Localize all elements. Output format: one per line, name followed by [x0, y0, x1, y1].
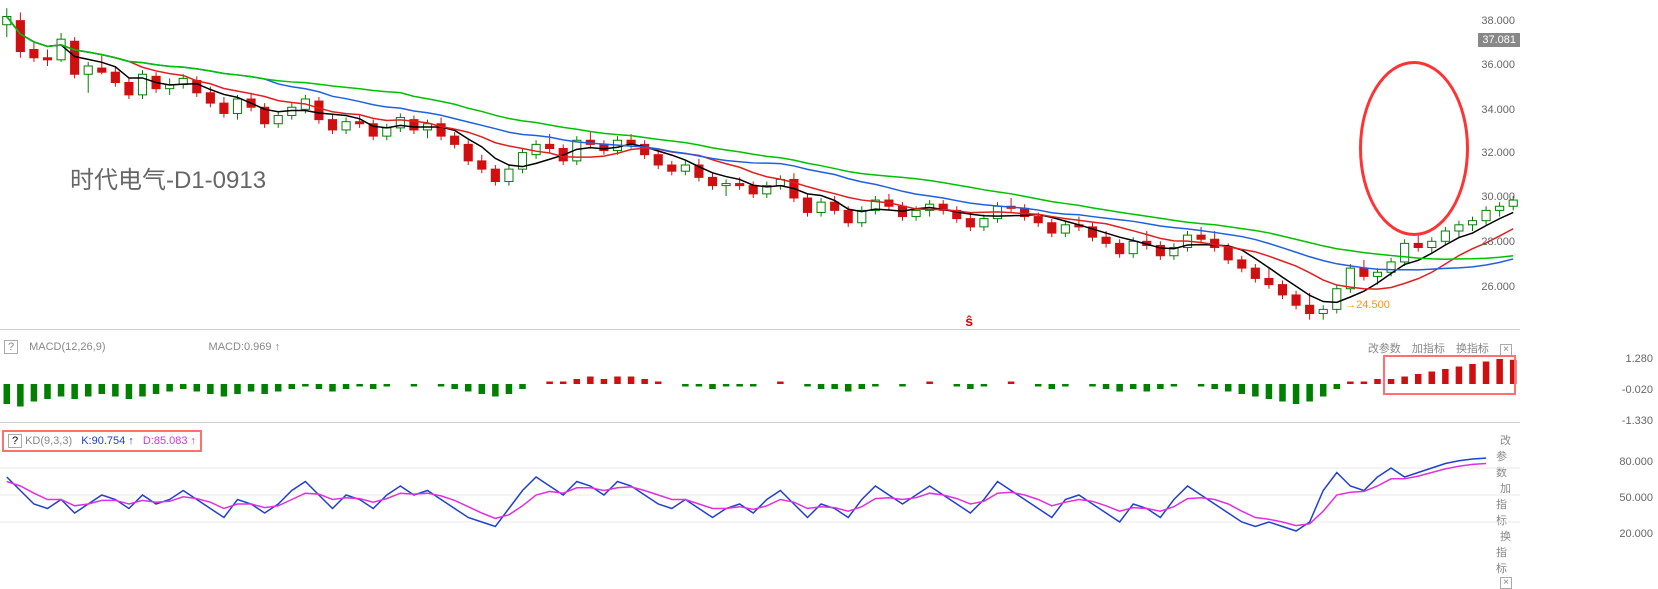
kd-y-label: 50.000 [1619, 492, 1653, 504]
kd-y-axis: 80.000 50.000 20.000 [1598, 430, 1658, 550]
y-axis-main: 38.000 36.000 34.000 32.000 30.000 28.000 26.0… [1460, 0, 1520, 330]
signal-marker: ŝ [965, 313, 973, 329]
stock-chart-container: 时代电气-D1-0913 →24.500 ŝ 38.000 36.000 34.00… [0, 0, 1658, 556]
y-axis-label: 28.000 [1481, 236, 1515, 248]
low-price-marker: →24.500 [1345, 299, 1390, 311]
y-axis-label: 36.000 [1481, 59, 1515, 71]
macd-highlight-box [1383, 355, 1516, 395]
chart-title: 时代电气-D1-0913 [70, 160, 266, 195]
kd-y-label: 20.000 [1619, 528, 1653, 540]
kd-y-label: 80.000 [1619, 456, 1653, 468]
current-price-label: 37.081 [1478, 33, 1520, 47]
y-axis-label: 32.000 [1481, 147, 1515, 159]
y-axis-label: 30.000 [1481, 191, 1515, 203]
macd-y-label: -0.020 [1622, 384, 1653, 396]
highlight-ellipse [1359, 61, 1469, 236]
macd-panel[interactable]: ? MACD(12,26,9) MACD:0.969 ↑ 改参数 加指标 换指标… [0, 338, 1520, 423]
macd-y-axis: 1.280-0.020-1.330 [1598, 338, 1658, 423]
close-icon[interactable]: × [1500, 577, 1512, 589]
kd-panel[interactable]: ? KD(9,3,3) K:90.754 ↑ D:85.083 ↑ 改参数 加指… [0, 430, 1520, 550]
macd-y-label: 1.280 [1625, 353, 1653, 365]
y-axis-label: 26.000 [1481, 281, 1515, 293]
main-price-chart[interactable]: 时代电气-D1-0913 →24.500 ŝ 38.000 36.000 34.00… [0, 0, 1520, 330]
y-axis-label: 34.000 [1481, 104, 1515, 116]
y-axis-label: 38.000 [1481, 15, 1515, 27]
macd-y-label: -1.330 [1622, 415, 1653, 427]
